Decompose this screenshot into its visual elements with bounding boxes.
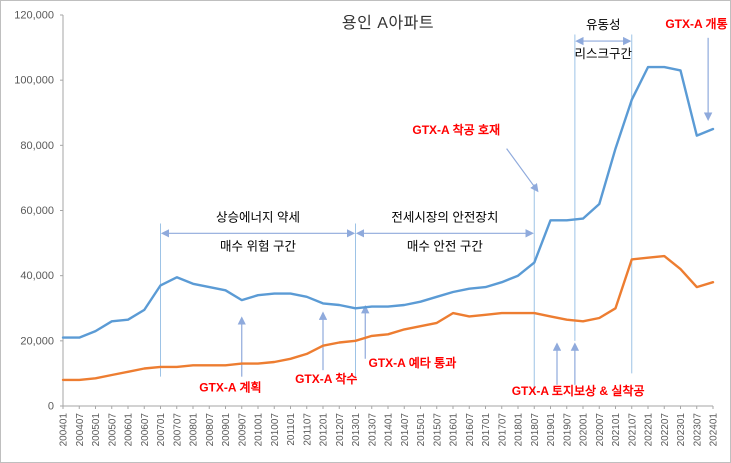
- x-axis-label: 200701: [156, 413, 167, 447]
- x-axis-label: 200501: [91, 413, 102, 447]
- liquidity-risk-zone-label-top: 유동성: [586, 18, 621, 32]
- x-axis-label: 202107: [627, 413, 638, 447]
- x-axis-label: 201207: [335, 413, 346, 447]
- x-axis-label: 201301: [351, 413, 362, 447]
- x-axis-label: 202201: [644, 413, 655, 447]
- y-axis-label: 80,000: [20, 140, 54, 152]
- x-axis-label: 200907: [237, 413, 248, 447]
- x-axis-label: 201001: [254, 413, 265, 447]
- gtx-news-arrow: [506, 148, 539, 193]
- liquidity-risk-zone-label-bottom: 리스크구간: [575, 47, 633, 61]
- x-axis-label: 202301: [676, 413, 687, 447]
- x-axis-label: 201307: [367, 413, 378, 447]
- x-axis-label: 201707: [497, 413, 508, 447]
- x-axis-label: 201901: [546, 413, 557, 447]
- x-axis-label: 200801: [189, 413, 200, 447]
- x-axis-label: 201507: [432, 413, 443, 447]
- x-axis-label: 201407: [400, 413, 411, 447]
- y-axis-label: 40,000: [20, 270, 54, 282]
- x-axis-label: 201607: [465, 413, 476, 447]
- y-axis-label: 0: [48, 401, 54, 413]
- x-axis-label: 201007: [270, 413, 281, 447]
- x-axis-label: 201701: [481, 413, 492, 447]
- buy-safe-zone-label-bottom: 매수 안전 구간: [407, 239, 483, 253]
- y-axis-label: 100,000: [14, 75, 54, 87]
- x-axis-label: 202307: [692, 413, 703, 447]
- x-axis-label: 200707: [172, 413, 183, 447]
- x-axis-label: 201801: [514, 413, 525, 447]
- gtx-news-label: GTX-A 착공 호재: [412, 122, 500, 137]
- x-axis-label: 201101: [286, 413, 297, 446]
- x-axis-label: 202207: [660, 413, 671, 447]
- y-axis-label: 60,000: [20, 205, 54, 217]
- x-axis-label: 202101: [611, 413, 622, 447]
- x-axis-label: 200407: [75, 413, 86, 447]
- x-axis-label: 200507: [107, 413, 118, 447]
- series-blue: [61, 65, 715, 339]
- x-axis-label: 201107: [302, 413, 313, 446]
- x-axis-label: 202007: [595, 413, 606, 447]
- gtx-plan-label: GTX-A 계획: [199, 379, 261, 394]
- buy-safe-zone-label-top: 전세시장의 안전장치: [391, 210, 498, 224]
- x-axis-label: 200401: [59, 413, 70, 447]
- y-axis-label: 120,000: [14, 10, 54, 22]
- gtx-open-label: GTX-A 개통: [665, 16, 727, 31]
- x-axis-label: 201807: [530, 413, 541, 447]
- x-axis-label: 202001: [579, 413, 590, 447]
- gtx-feasibility-label: GTX-A 예타 통과: [369, 355, 457, 370]
- x-axis-label: 202401: [709, 413, 720, 447]
- x-axis-label: 201401: [384, 413, 395, 447]
- x-axis-label: 200601: [124, 413, 135, 447]
- buy-risk-zone-label-bottom: 매수 위험 구간: [220, 239, 296, 253]
- y-axis-label: 20,000: [20, 335, 54, 347]
- series-orange: [61, 254, 715, 382]
- x-axis-label: 201501: [416, 413, 427, 447]
- x-axis-label: 201201: [319, 413, 330, 447]
- x-axis-label: 200807: [205, 413, 216, 447]
- gtx-start-label: GTX-A 착수: [295, 371, 357, 386]
- buy-risk-zone-label-top: 상승에너지 약세: [216, 209, 300, 224]
- gtx-land-label: GTX-A 토지보상 & 실착공: [512, 383, 645, 398]
- x-axis-label: 200607: [140, 413, 151, 447]
- x-axis-label: 200901: [221, 413, 232, 447]
- x-axis-label: 201907: [562, 413, 573, 447]
- x-axis-label: 201601: [449, 413, 460, 447]
